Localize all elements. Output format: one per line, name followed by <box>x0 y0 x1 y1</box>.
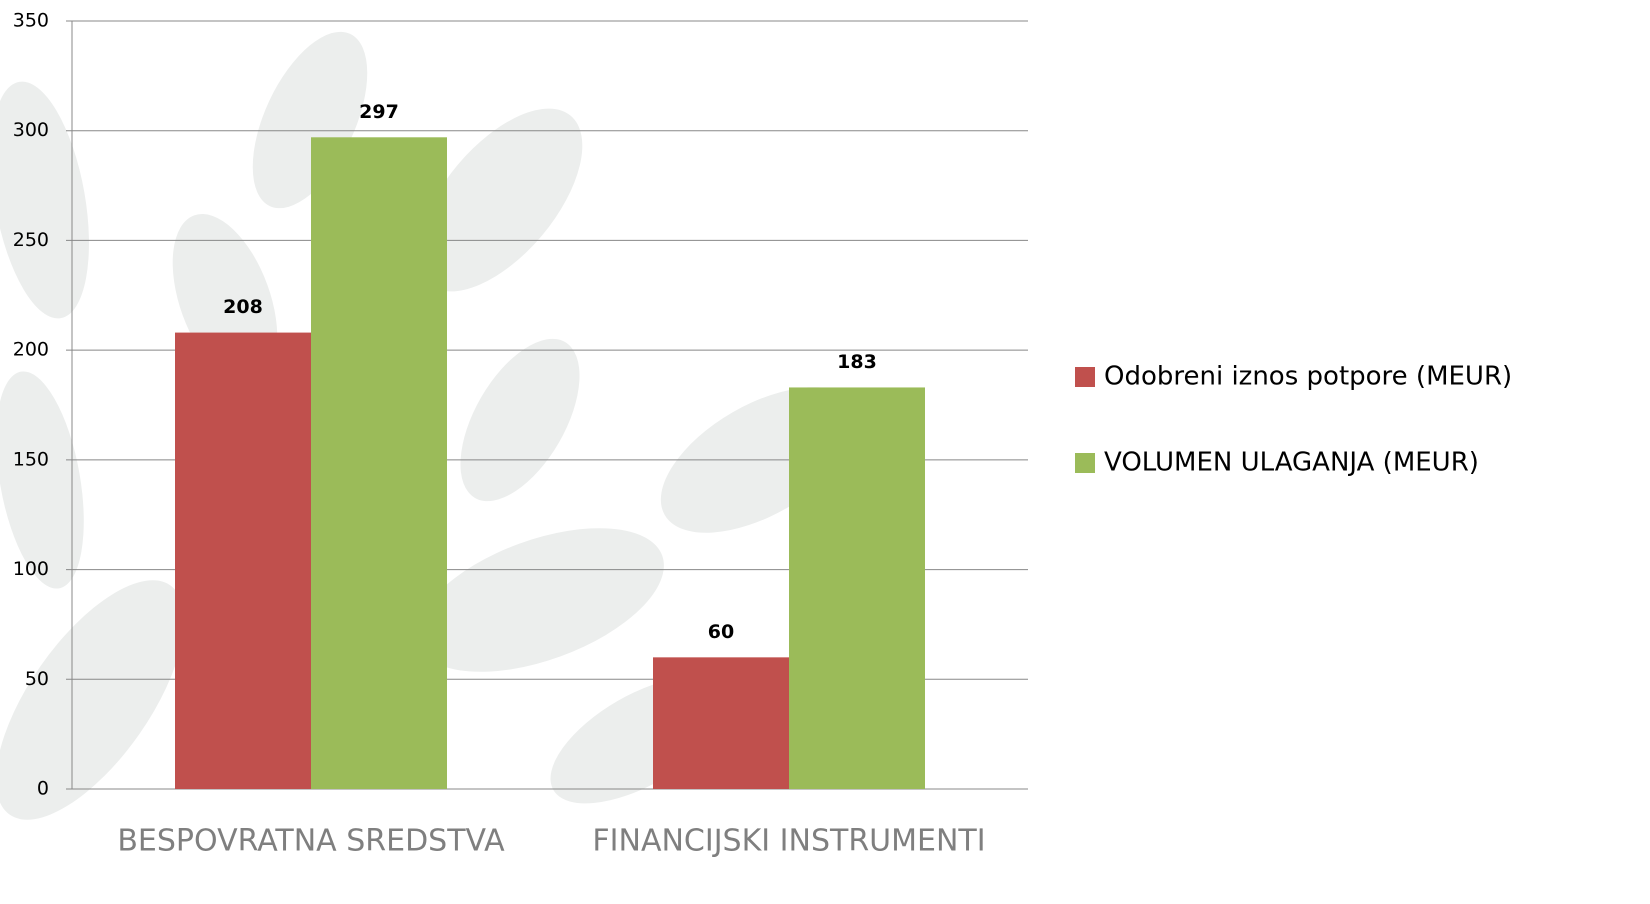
value-label: 208 <box>223 296 263 318</box>
y-tick-label: 50 <box>25 668 49 690</box>
bar <box>653 657 789 789</box>
x-tick-label: BESPOVRATNA SREDSTVA <box>117 824 505 859</box>
bar <box>789 387 925 789</box>
y-tick-label: 150 <box>13 448 49 470</box>
y-tick-label: 200 <box>13 339 49 361</box>
x-tick-label: FINANCIJSKI INSTRUMENTI <box>592 824 985 859</box>
legend-swatch <box>1075 453 1095 473</box>
y-tick-label: 100 <box>13 558 49 580</box>
legend-swatch <box>1075 367 1095 387</box>
legend-label: VOLUMEN ULAGANJA (MEUR) <box>1104 448 1479 478</box>
y-tick-label: 300 <box>13 119 49 141</box>
value-label: 297 <box>359 101 399 123</box>
y-tick-label: 250 <box>13 229 49 251</box>
value-label: 183 <box>837 351 877 373</box>
y-tick-label: 0 <box>37 778 49 800</box>
bar <box>311 137 447 790</box>
background-leaves <box>0 31 860 820</box>
value-label: 60 <box>708 621 734 643</box>
bar <box>175 332 311 789</box>
legend-label: Odobreni iznos potpore (MEUR) <box>1104 362 1512 392</box>
y-tick-label: 350 <box>13 10 49 32</box>
